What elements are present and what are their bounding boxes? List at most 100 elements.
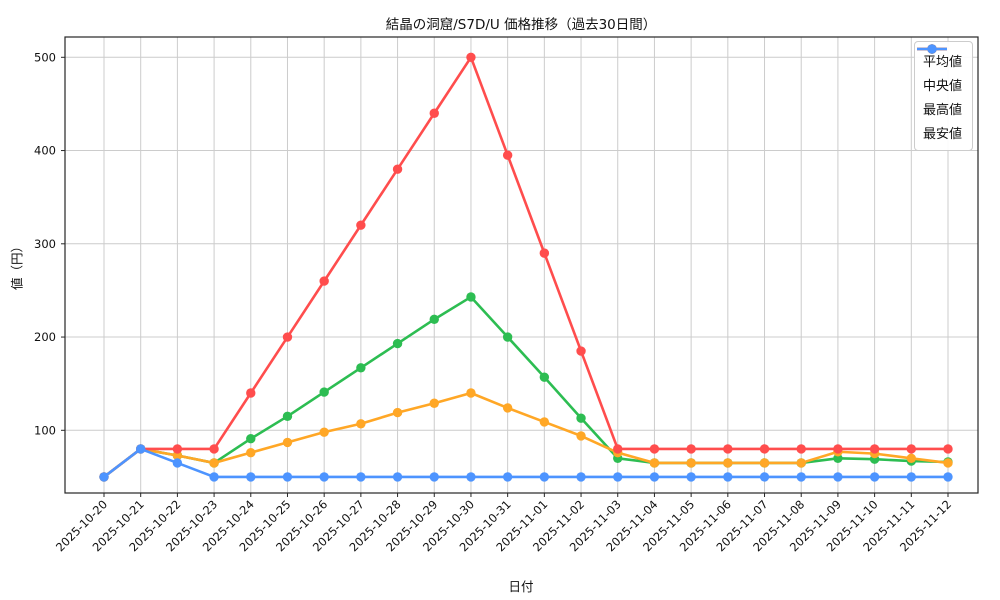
series-point-highest [796, 444, 806, 454]
series-point-median [246, 447, 256, 458]
series-point-median [906, 453, 917, 463]
series-point-highest [429, 108, 439, 118]
y-tick-label: 500 [34, 50, 56, 64]
series-point-highest [576, 346, 586, 356]
series-point-median [759, 458, 770, 468]
series-point-lowest [906, 472, 917, 482]
series-point-highest [833, 444, 843, 454]
legend-label-highest: 最高値 [922, 102, 962, 118]
series-point-average [282, 411, 293, 422]
series-point-lowest [833, 472, 843, 482]
series-point-highest [466, 52, 476, 62]
series-point-median [282, 437, 293, 448]
series-point-lowest [246, 472, 256, 482]
series-point-lowest [172, 458, 183, 468]
series-point-median [356, 419, 366, 429]
plot-border [64, 36, 979, 494]
series-point-lowest [869, 472, 880, 482]
legend: 平均値中央値最高値最安値 [913, 41, 973, 151]
series-point-median [796, 458, 806, 468]
series-point-median [429, 398, 439, 408]
legend-item-lowest: 最安値 [916, 44, 962, 144]
legend-dot-lowest [927, 44, 937, 54]
series-point-highest [356, 220, 366, 230]
y-tick-label: 100 [34, 423, 56, 437]
series-point-lowest [319, 472, 329, 482]
series-point-lowest [649, 472, 660, 482]
series-point-average [466, 292, 476, 302]
legend-label-lowest: 最安値 [922, 126, 962, 142]
series-line-lowest [102, 447, 950, 479]
series-point-lowest [943, 472, 953, 482]
series-point-highest [649, 444, 660, 454]
series-point-lowest [723, 472, 733, 482]
series-point-highest [282, 332, 293, 342]
series-point-highest [246, 388, 256, 398]
y-tick-label: 400 [34, 144, 56, 158]
series-point-lowest [502, 472, 513, 482]
series-point-highest [319, 276, 329, 286]
series-point-average [833, 453, 843, 463]
y-tick-label: 300 [34, 237, 56, 251]
series-point-highest [613, 444, 623, 454]
series-point-highest [723, 444, 733, 454]
series-point-highest [686, 444, 696, 454]
legend-marker-lowest [916, 44, 947, 54]
series-point-highest [869, 444, 880, 454]
series-point-highest [392, 164, 403, 174]
chart-title: 結晶の洞窟/S7D/U 価格推移（過去30日間） [385, 17, 657, 33]
series-point-average [246, 433, 256, 444]
series-point-median [502, 403, 513, 413]
legend-label-median: 中央値 [922, 78, 962, 94]
series-point-average [576, 413, 586, 423]
series-line-median [102, 391, 950, 479]
series-point-lowest [356, 472, 366, 482]
series-point-median [686, 458, 696, 468]
series-point-median [209, 458, 219, 468]
series-point-lowest [686, 472, 696, 482]
series-point-median [576, 431, 586, 441]
series-point-average [319, 387, 329, 397]
series-point-average [392, 338, 403, 349]
series-point-highest [502, 150, 513, 160]
series-point-lowest [282, 472, 293, 482]
legend-label-average: 平均値 [922, 54, 962, 70]
series-point-average [429, 314, 439, 325]
series-point-median [466, 388, 476, 398]
series-point-lowest [759, 472, 770, 482]
series-point-median [319, 427, 329, 437]
series-point-median [172, 450, 183, 461]
series-point-lowest [99, 472, 109, 482]
series-point-highest [906, 444, 917, 454]
series-point-lowest [613, 472, 623, 482]
series-point-median [649, 458, 660, 468]
series-point-lowest [539, 472, 550, 482]
series-point-highest [943, 444, 953, 454]
series-point-lowest [576, 472, 586, 482]
series-point-lowest [135, 444, 146, 454]
series-point-lowest [429, 472, 439, 482]
series-point-lowest [466, 472, 476, 482]
series-point-highest [172, 444, 183, 454]
series-point-average [539, 372, 550, 382]
x-axis-label: 日付 [508, 579, 534, 594]
series-point-highest [539, 248, 550, 258]
legend-item-highest: 最高値 [916, 44, 962, 120]
series-line-highest [102, 55, 950, 479]
series-point-median [539, 417, 550, 427]
series-point-median [943, 458, 953, 468]
series-point-average [502, 332, 513, 342]
series-point-average [356, 363, 366, 373]
series-point-median [723, 458, 733, 468]
y-tick-label: 200 [34, 330, 56, 344]
series-point-highest [209, 444, 219, 454]
series-point-highest [759, 444, 770, 454]
legend-item-median: 中央値 [916, 44, 962, 96]
series-point-median [392, 407, 403, 418]
series-point-lowest [392, 472, 403, 482]
series-point-lowest [796, 472, 806, 482]
y-axis-label: 値（円） [9, 239, 25, 291]
series-point-lowest [209, 472, 219, 482]
